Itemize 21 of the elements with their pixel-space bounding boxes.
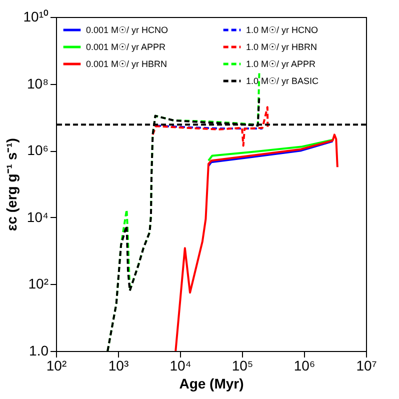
- legend-label: 0.001 M☉/ yr APPR: [86, 42, 166, 52]
- x-tick-label: 10⁷: [356, 358, 377, 374]
- legend-label: 1.0 M☉/ yr HBRN: [246, 42, 318, 52]
- x-tick-label: 10⁵: [232, 358, 254, 374]
- x-tick-label: 10⁴: [170, 358, 192, 374]
- y-tick-label: 10²: [28, 276, 49, 292]
- legend-label: 0.001 M☉/ yr HCNO: [86, 25, 168, 35]
- legend-label: 1.0 M☉/ yr APPR: [246, 59, 316, 69]
- y-tick-label: 10⁶: [27, 142, 48, 158]
- x-tick-label: 10²: [46, 358, 67, 374]
- y-tick-label: 10⁸: [27, 75, 49, 92]
- x-tick-label: 10³: [108, 358, 129, 374]
- legend-label: 1.0 M☉/ yr BASIC: [246, 76, 320, 86]
- x-tick-label: 10⁶: [294, 358, 316, 374]
- legend-label: 0.001 M☉/ yr HBRN: [86, 59, 168, 69]
- y-tick-label: 10¹⁰: [23, 8, 48, 24]
- x-axis-title: Age (Myr): [179, 376, 244, 392]
- y-tick-label: 10⁴: [26, 208, 48, 225]
- legend-label: 1.0 M☉/ yr HCNO: [246, 25, 318, 35]
- y-tick-label: 1.0: [29, 342, 49, 358]
- y-axis-title: εc (erg g⁻¹ s⁻¹): [3, 138, 20, 231]
